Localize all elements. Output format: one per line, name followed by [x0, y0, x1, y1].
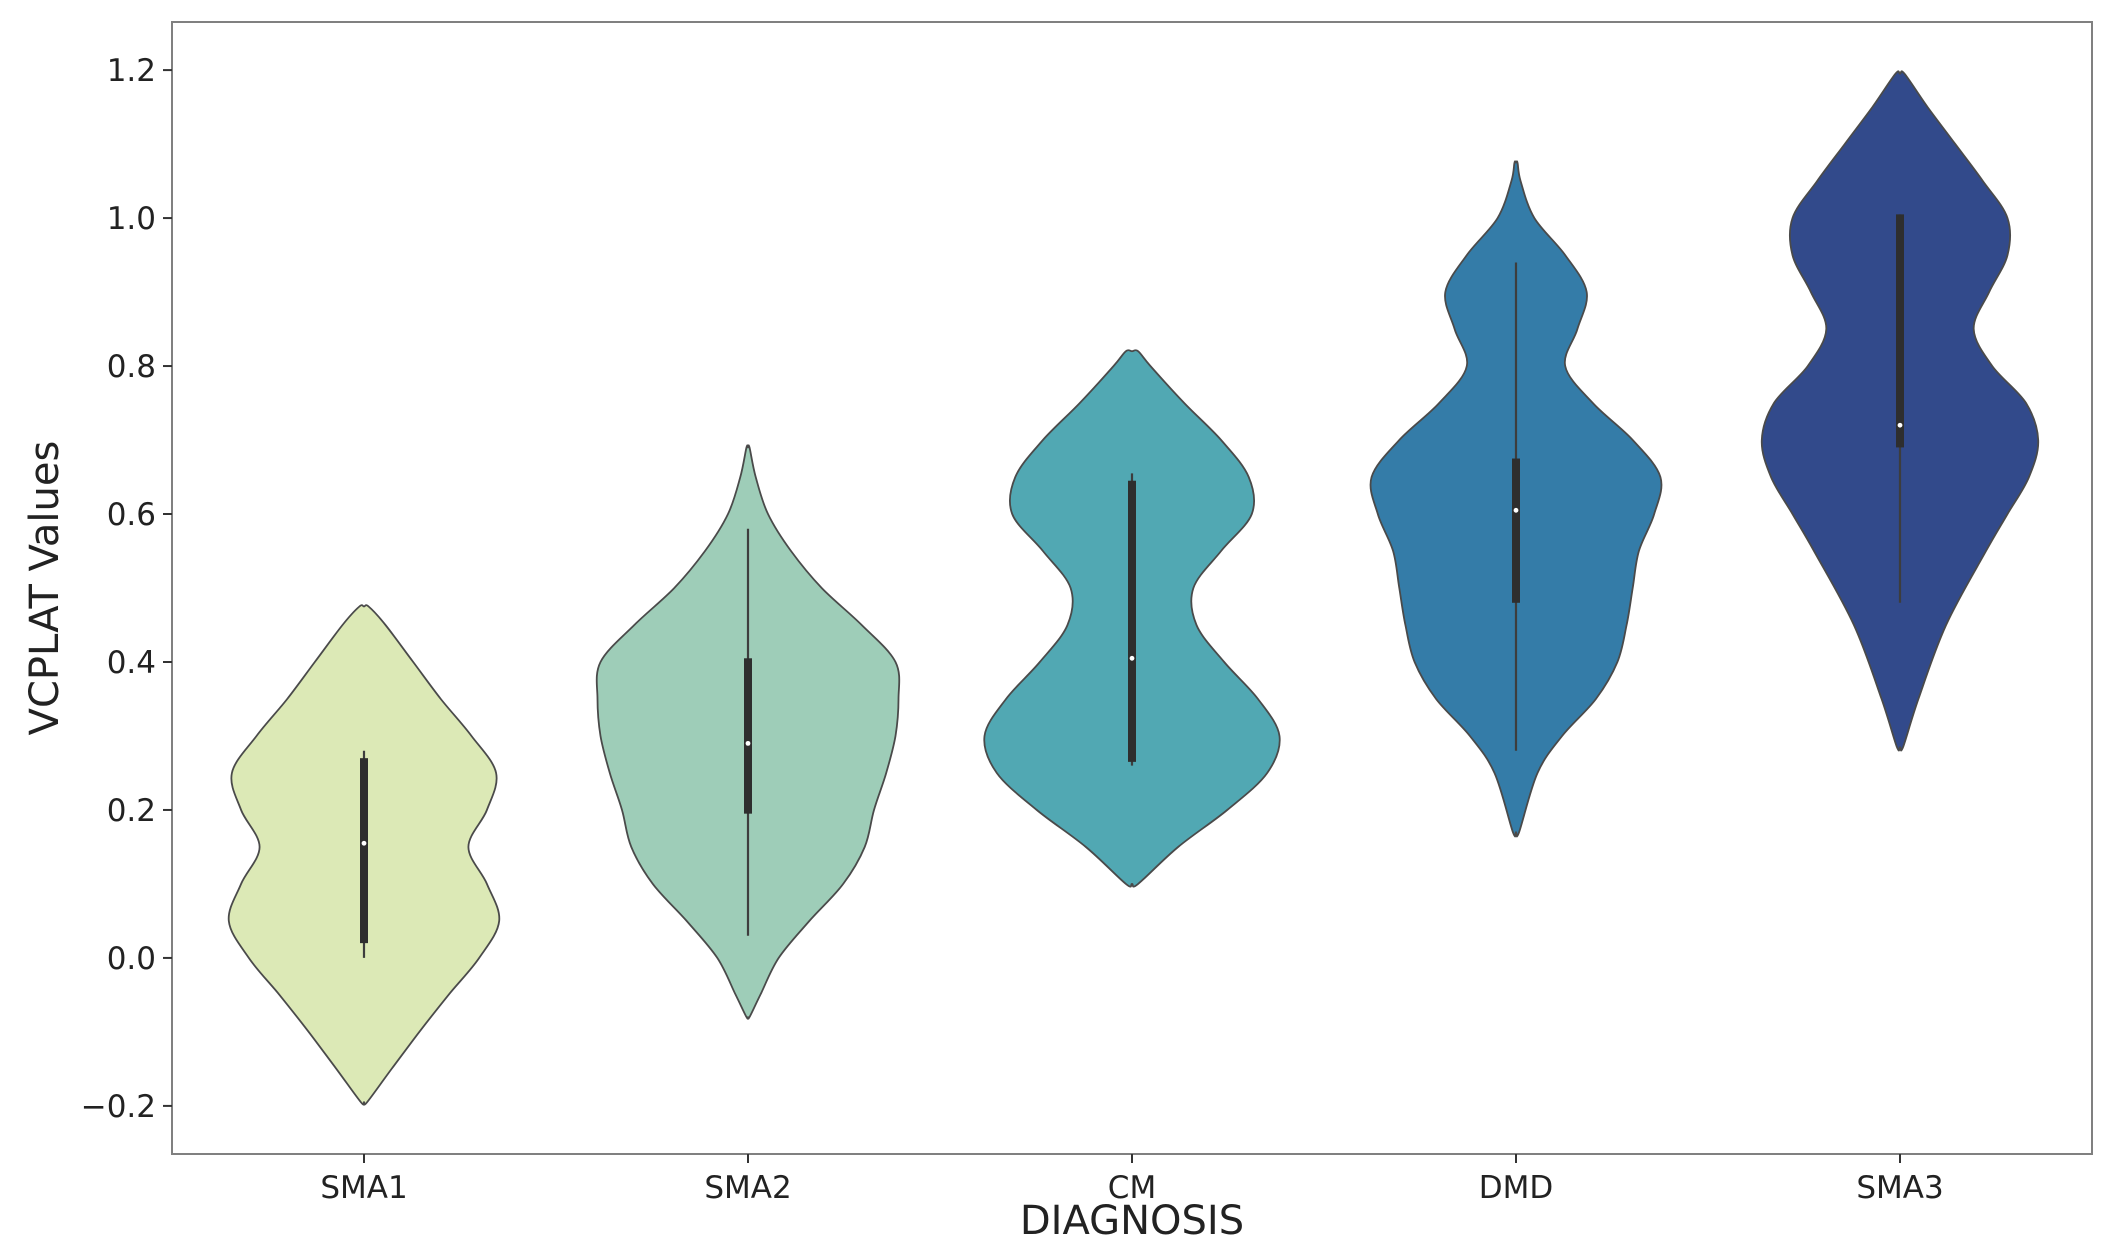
violins-layer [227, 70, 2040, 1106]
x-axis: SMA1 SMA2 CM DMD SMA3 [320, 1154, 1944, 1206]
x-tick-label: DMD [1479, 1170, 1554, 1206]
y-tick-label: −0.2 [81, 1089, 156, 1125]
x-tick-label: CM [1108, 1170, 1156, 1206]
y-tick-label: 1.2 [107, 53, 156, 89]
violin-iqr-box [1896, 214, 1904, 448]
violin-dmd [1369, 160, 1663, 838]
violin-median-dot [745, 740, 751, 746]
violin-cm [983, 349, 1281, 888]
y-tick-label: 0.8 [107, 349, 156, 385]
y-tick-label: 0.4 [107, 645, 156, 681]
x-tick-label: SMA3 [1856, 1170, 1943, 1206]
violin-sma1 [227, 604, 501, 1106]
y-tick-label: 0.0 [107, 941, 156, 977]
y-tick-label: 0.2 [107, 793, 156, 829]
violin-median-dot [1897, 422, 1903, 428]
violin-median-dot [1129, 655, 1135, 661]
violin-iqr-box [360, 758, 368, 944]
x-axis-title: DIAGNOSIS [1020, 1198, 1244, 1244]
y-tick-label: 1.0 [107, 201, 156, 237]
violin-iqr-box [1512, 458, 1520, 603]
violin-median-dot [361, 840, 367, 846]
x-tick-label: SMA2 [704, 1170, 791, 1206]
y-axis-title: VCPLAT Values [22, 441, 68, 736]
x-tick-label: SMA1 [320, 1170, 407, 1206]
y-tick-label: 0.6 [107, 497, 156, 533]
violin-median-dot [1513, 507, 1519, 513]
violin-iqr-box [744, 658, 752, 814]
violin-sma2 [595, 444, 901, 1020]
violin-sma3 [1760, 70, 2040, 752]
violin-iqr-box [1128, 480, 1136, 762]
y-axis: −0.2 0.0 0.2 0.4 0.6 0.8 1.0 1.2 [81, 53, 172, 1125]
